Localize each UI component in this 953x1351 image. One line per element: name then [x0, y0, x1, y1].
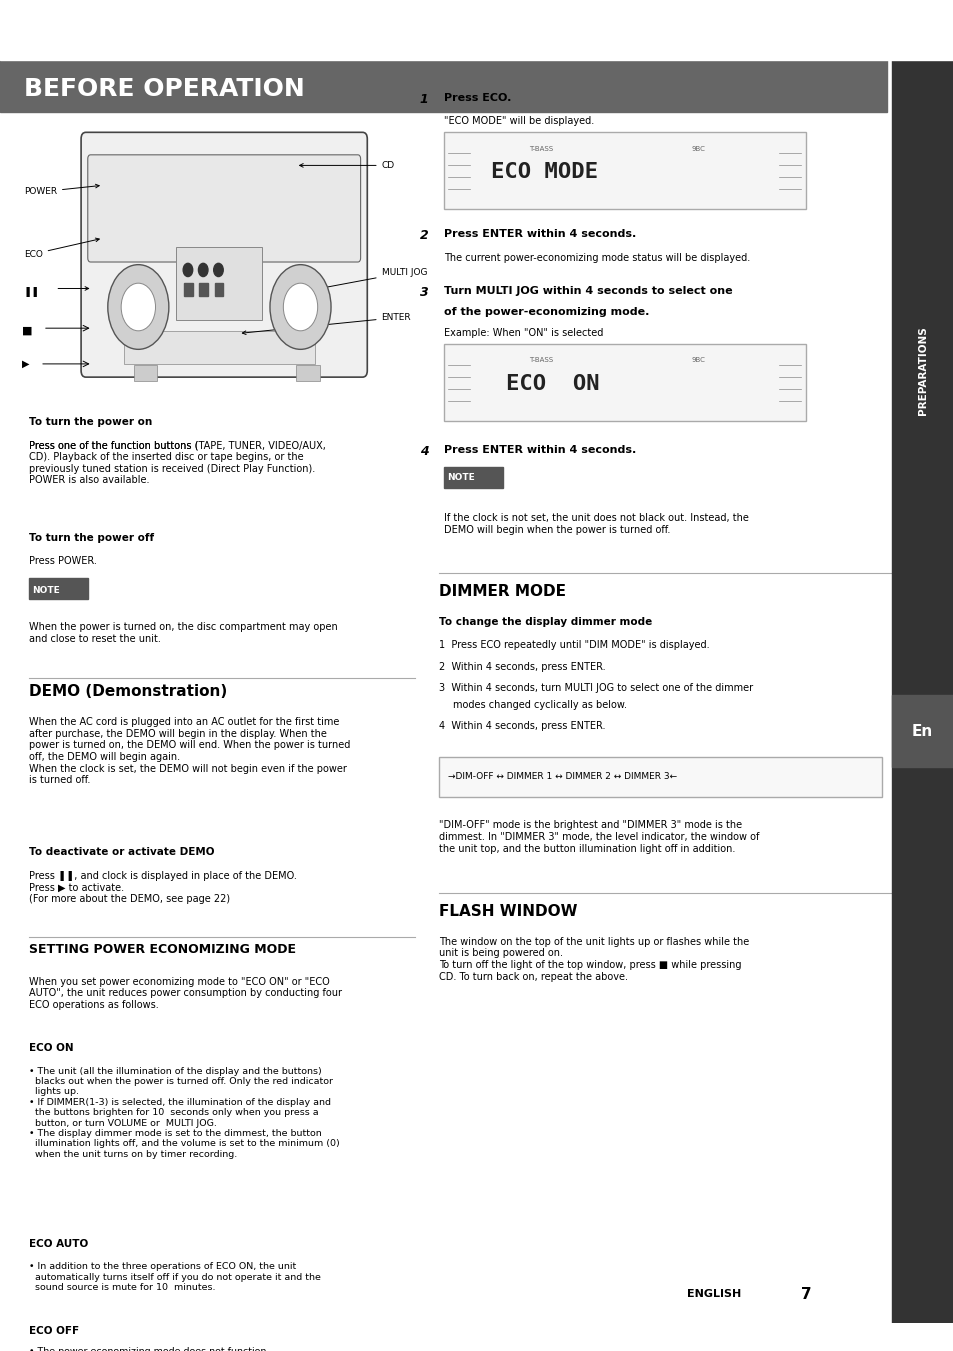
Text: When the power is turned on, the disc compartment may open
and close to reset th: When the power is turned on, the disc co… — [29, 621, 337, 643]
Text: • The power economizing mode does not function.: • The power economizing mode does not fu… — [29, 1347, 269, 1351]
Text: 2  Within 4 seconds, press ENTER.: 2 Within 4 seconds, press ENTER. — [438, 662, 605, 671]
Text: DEMO (Demonstration): DEMO (Demonstration) — [29, 684, 227, 698]
Text: If the clock is not set, the unit does not black out. Instead, the
DEMO will beg: If the clock is not set, the unit does n… — [443, 513, 748, 535]
FancyBboxPatch shape — [81, 132, 367, 377]
Text: DIMMER MODE: DIMMER MODE — [438, 584, 565, 598]
Bar — [891, 694, 953, 767]
Text: Turn MULTI JOG within 4 seconds to select one: Turn MULTI JOG within 4 seconds to selec… — [443, 286, 732, 296]
Circle shape — [121, 284, 155, 331]
Text: SETTING POWER ECONOMIZING MODE: SETTING POWER ECONOMIZING MODE — [29, 943, 295, 957]
Text: 3  Within 4 seconds, turn MULTI JOG to select one of the dimmer: 3 Within 4 seconds, turn MULTI JOG to se… — [438, 682, 752, 693]
Circle shape — [108, 265, 169, 350]
Text: FLASH WINDOW: FLASH WINDOW — [438, 904, 577, 919]
Text: 1  Press ECO repeatedly until "DIM MODE" is displayed.: 1 Press ECO repeatedly until "DIM MODE" … — [438, 640, 709, 650]
Text: T-BASS: T-BASS — [529, 146, 553, 151]
Text: ▶: ▶ — [22, 359, 30, 369]
Text: En: En — [911, 724, 932, 739]
Text: 3: 3 — [419, 286, 428, 299]
Text: "DIM-OFF" mode is the brightest and "DIMMER 3" mode is the
dimmest. In "DIMMER 3: "DIM-OFF" mode is the brightest and "DIM… — [438, 820, 759, 854]
Text: To turn the power off: To turn the power off — [29, 534, 153, 543]
Text: Press one of the function buttons (: Press one of the function buttons ( — [29, 440, 198, 451]
Text: CD: CD — [299, 161, 395, 170]
Text: NOTE: NOTE — [32, 586, 60, 594]
Text: ECO ON: ECO ON — [29, 1043, 73, 1052]
Text: To change the display dimmer mode: To change the display dimmer mode — [438, 616, 652, 627]
Text: • In addition to the three operations of ECO ON, the unit
  automatically turns : • In addition to the three operations of… — [29, 1262, 320, 1292]
Text: 9BC: 9BC — [691, 357, 705, 363]
Text: ECO  ON: ECO ON — [505, 374, 598, 393]
Text: ENGLISH: ENGLISH — [686, 1289, 740, 1300]
Bar — [443, 345, 805, 420]
Bar — [199, 284, 208, 296]
Text: • The unit (all the illumination of the display and the buttons)
  blacks out wh: • The unit (all the illumination of the … — [29, 1066, 339, 1159]
Text: Press one of the function buttons (TAPE, TUNER, VIDEO/AUX,
CD). Playback of the : Press one of the function buttons (TAPE,… — [29, 440, 325, 485]
Text: ECO AUTO: ECO AUTO — [29, 1239, 88, 1248]
Text: Press POWER.: Press POWER. — [29, 555, 96, 566]
Circle shape — [183, 263, 193, 277]
Text: 4  Within 4 seconds, press ENTER.: 4 Within 4 seconds, press ENTER. — [438, 721, 605, 731]
Text: BEFORE OPERATION: BEFORE OPERATION — [24, 77, 304, 101]
Text: 7: 7 — [801, 1286, 811, 1301]
Circle shape — [213, 263, 223, 277]
Text: Example: When "ON" is selected: Example: When "ON" is selected — [443, 328, 602, 338]
Text: When the AC cord is plugged into an AC outlet for the first time
after purchase,: When the AC cord is plugged into an AC o… — [29, 717, 350, 785]
Text: 1: 1 — [419, 93, 428, 105]
Bar — [0, 0, 953, 59]
Text: NOTE: NOTE — [447, 473, 475, 482]
Bar — [438, 757, 882, 797]
Text: POWER: POWER — [24, 184, 99, 196]
Circle shape — [270, 265, 331, 350]
Text: ECO MODE: ECO MODE — [491, 162, 598, 182]
Bar — [295, 365, 319, 381]
Text: To deactivate or activate DEMO: To deactivate or activate DEMO — [29, 847, 213, 857]
Text: 4: 4 — [419, 444, 428, 458]
Bar — [443, 467, 502, 488]
Bar — [184, 284, 193, 296]
Text: When you set power economizing mode to "ECO ON" or "ECO
AUTO", the unit reduces : When you set power economizing mode to "… — [29, 977, 341, 1009]
Text: Press ENTER within 4 seconds.: Press ENTER within 4 seconds. — [443, 444, 636, 455]
Text: 2: 2 — [419, 228, 428, 242]
Text: modes changed cyclically as below.: modes changed cyclically as below. — [453, 700, 626, 711]
Text: T-BASS: T-BASS — [529, 357, 553, 363]
Bar — [124, 331, 314, 363]
Text: The window on the top of the unit lights up or flashes while the
unit is being p: The window on the top of the unit lights… — [438, 936, 748, 982]
Text: Press ENTER within 4 seconds.: Press ENTER within 4 seconds. — [443, 228, 636, 239]
Circle shape — [283, 284, 317, 331]
Text: →DIM-OFF ↔ DIMMER 1 ↔ DIMMER 2 ↔ DIMMER 3←: →DIM-OFF ↔ DIMMER 1 ↔ DIMMER 2 ↔ DIMMER … — [448, 773, 677, 781]
Text: ECO: ECO — [24, 238, 99, 258]
Text: ■: ■ — [22, 326, 32, 336]
Circle shape — [198, 263, 208, 277]
Bar — [0, 55, 886, 112]
Text: Press ❚❚, and clock is displayed in place of the DEMO.
Press ▶ to activate.
(For: Press ❚❚, and clock is displayed in plac… — [29, 870, 296, 904]
Bar — [214, 284, 223, 296]
Text: ECO OFF: ECO OFF — [29, 1325, 79, 1336]
Text: of the power-economizing mode.: of the power-economizing mode. — [443, 307, 648, 317]
Text: To turn the power on: To turn the power on — [29, 417, 152, 427]
FancyBboxPatch shape — [88, 155, 360, 262]
Text: ENTER: ENTER — [242, 313, 411, 335]
Text: MULTI JOG: MULTI JOG — [323, 267, 427, 289]
Text: ❚❚: ❚❚ — [24, 288, 40, 297]
Text: The current power-economizing mode status will be displayed.: The current power-economizing mode statu… — [443, 253, 749, 262]
Bar — [891, 0, 953, 1323]
Text: PREPARATIONS: PREPARATIONS — [917, 326, 926, 415]
Bar — [133, 365, 157, 381]
Bar — [176, 247, 262, 320]
Text: Press ECO.: Press ECO. — [443, 93, 511, 103]
Text: "ECO MODE" will be displayed.: "ECO MODE" will be displayed. — [443, 116, 593, 127]
Text: 9BC: 9BC — [691, 146, 705, 151]
Bar — [29, 578, 88, 600]
Bar — [443, 132, 805, 209]
